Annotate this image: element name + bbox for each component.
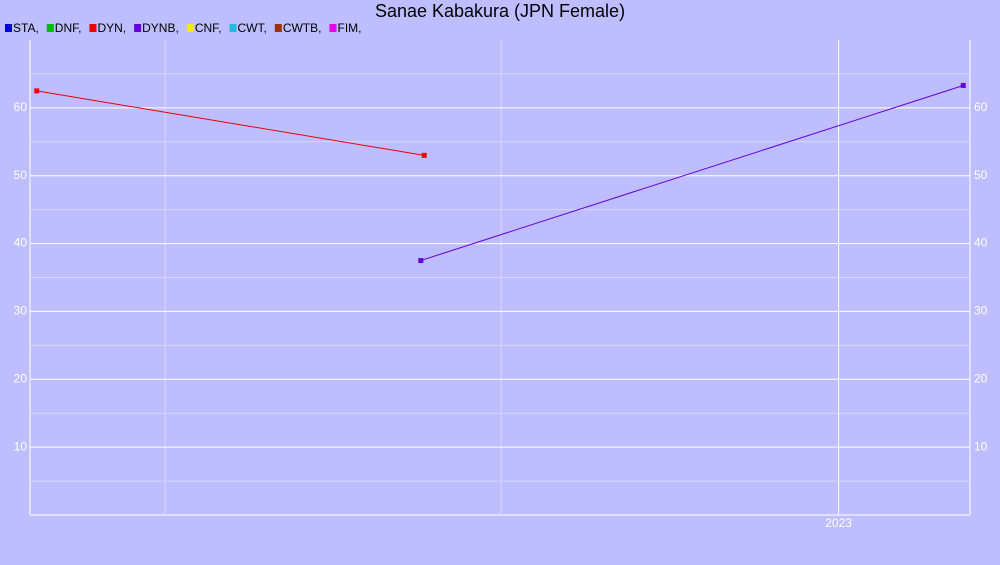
- series-line: [36, 90, 425, 156]
- legend-label: DYNB,: [142, 21, 179, 35]
- legend-swatch: [5, 24, 12, 32]
- legend-label: FIM,: [337, 21, 361, 35]
- legend-swatch: [329, 24, 337, 32]
- legend-swatch: [274, 24, 282, 32]
- y-tick-label: 60: [14, 100, 28, 114]
- legend-swatch: [186, 24, 194, 32]
- data-point: [421, 152, 427, 158]
- y-tick-label: 10: [14, 439, 28, 453]
- data-point: [418, 258, 424, 264]
- y-tick-label: 50: [14, 168, 28, 182]
- legend-label: CWT,: [237, 21, 266, 35]
- series-line: [420, 84, 964, 262]
- legend-label: CWTB,: [283, 21, 322, 35]
- legend-label: STA,: [13, 21, 39, 35]
- data-point: [34, 88, 40, 94]
- data-point: [960, 82, 966, 88]
- y2-tick-label: 10: [974, 439, 988, 453]
- y2-tick-label: 60: [974, 100, 988, 114]
- y-tick-label: 20: [14, 371, 28, 385]
- y2-tick-label: 40: [974, 236, 988, 250]
- y-tick-label: 30: [14, 304, 28, 318]
- y2-tick-label: 30: [974, 304, 988, 318]
- legend-swatch: [89, 24, 97, 32]
- legend-label: DYN,: [97, 21, 126, 35]
- legend-swatch: [229, 24, 237, 32]
- legend-swatch: [134, 24, 142, 32]
- legend-swatch: [46, 24, 54, 32]
- y2-tick-label: 50: [974, 168, 988, 182]
- chart-title: Sanae Kabakura (JPN Female): [375, 1, 625, 21]
- y2-tick-label: 20: [974, 371, 988, 385]
- y-tick-label: 40: [14, 236, 28, 250]
- legend-label: CNF,: [195, 21, 222, 35]
- legend-label: DNF,: [55, 21, 82, 35]
- x-tick-label: 2023: [825, 516, 852, 530]
